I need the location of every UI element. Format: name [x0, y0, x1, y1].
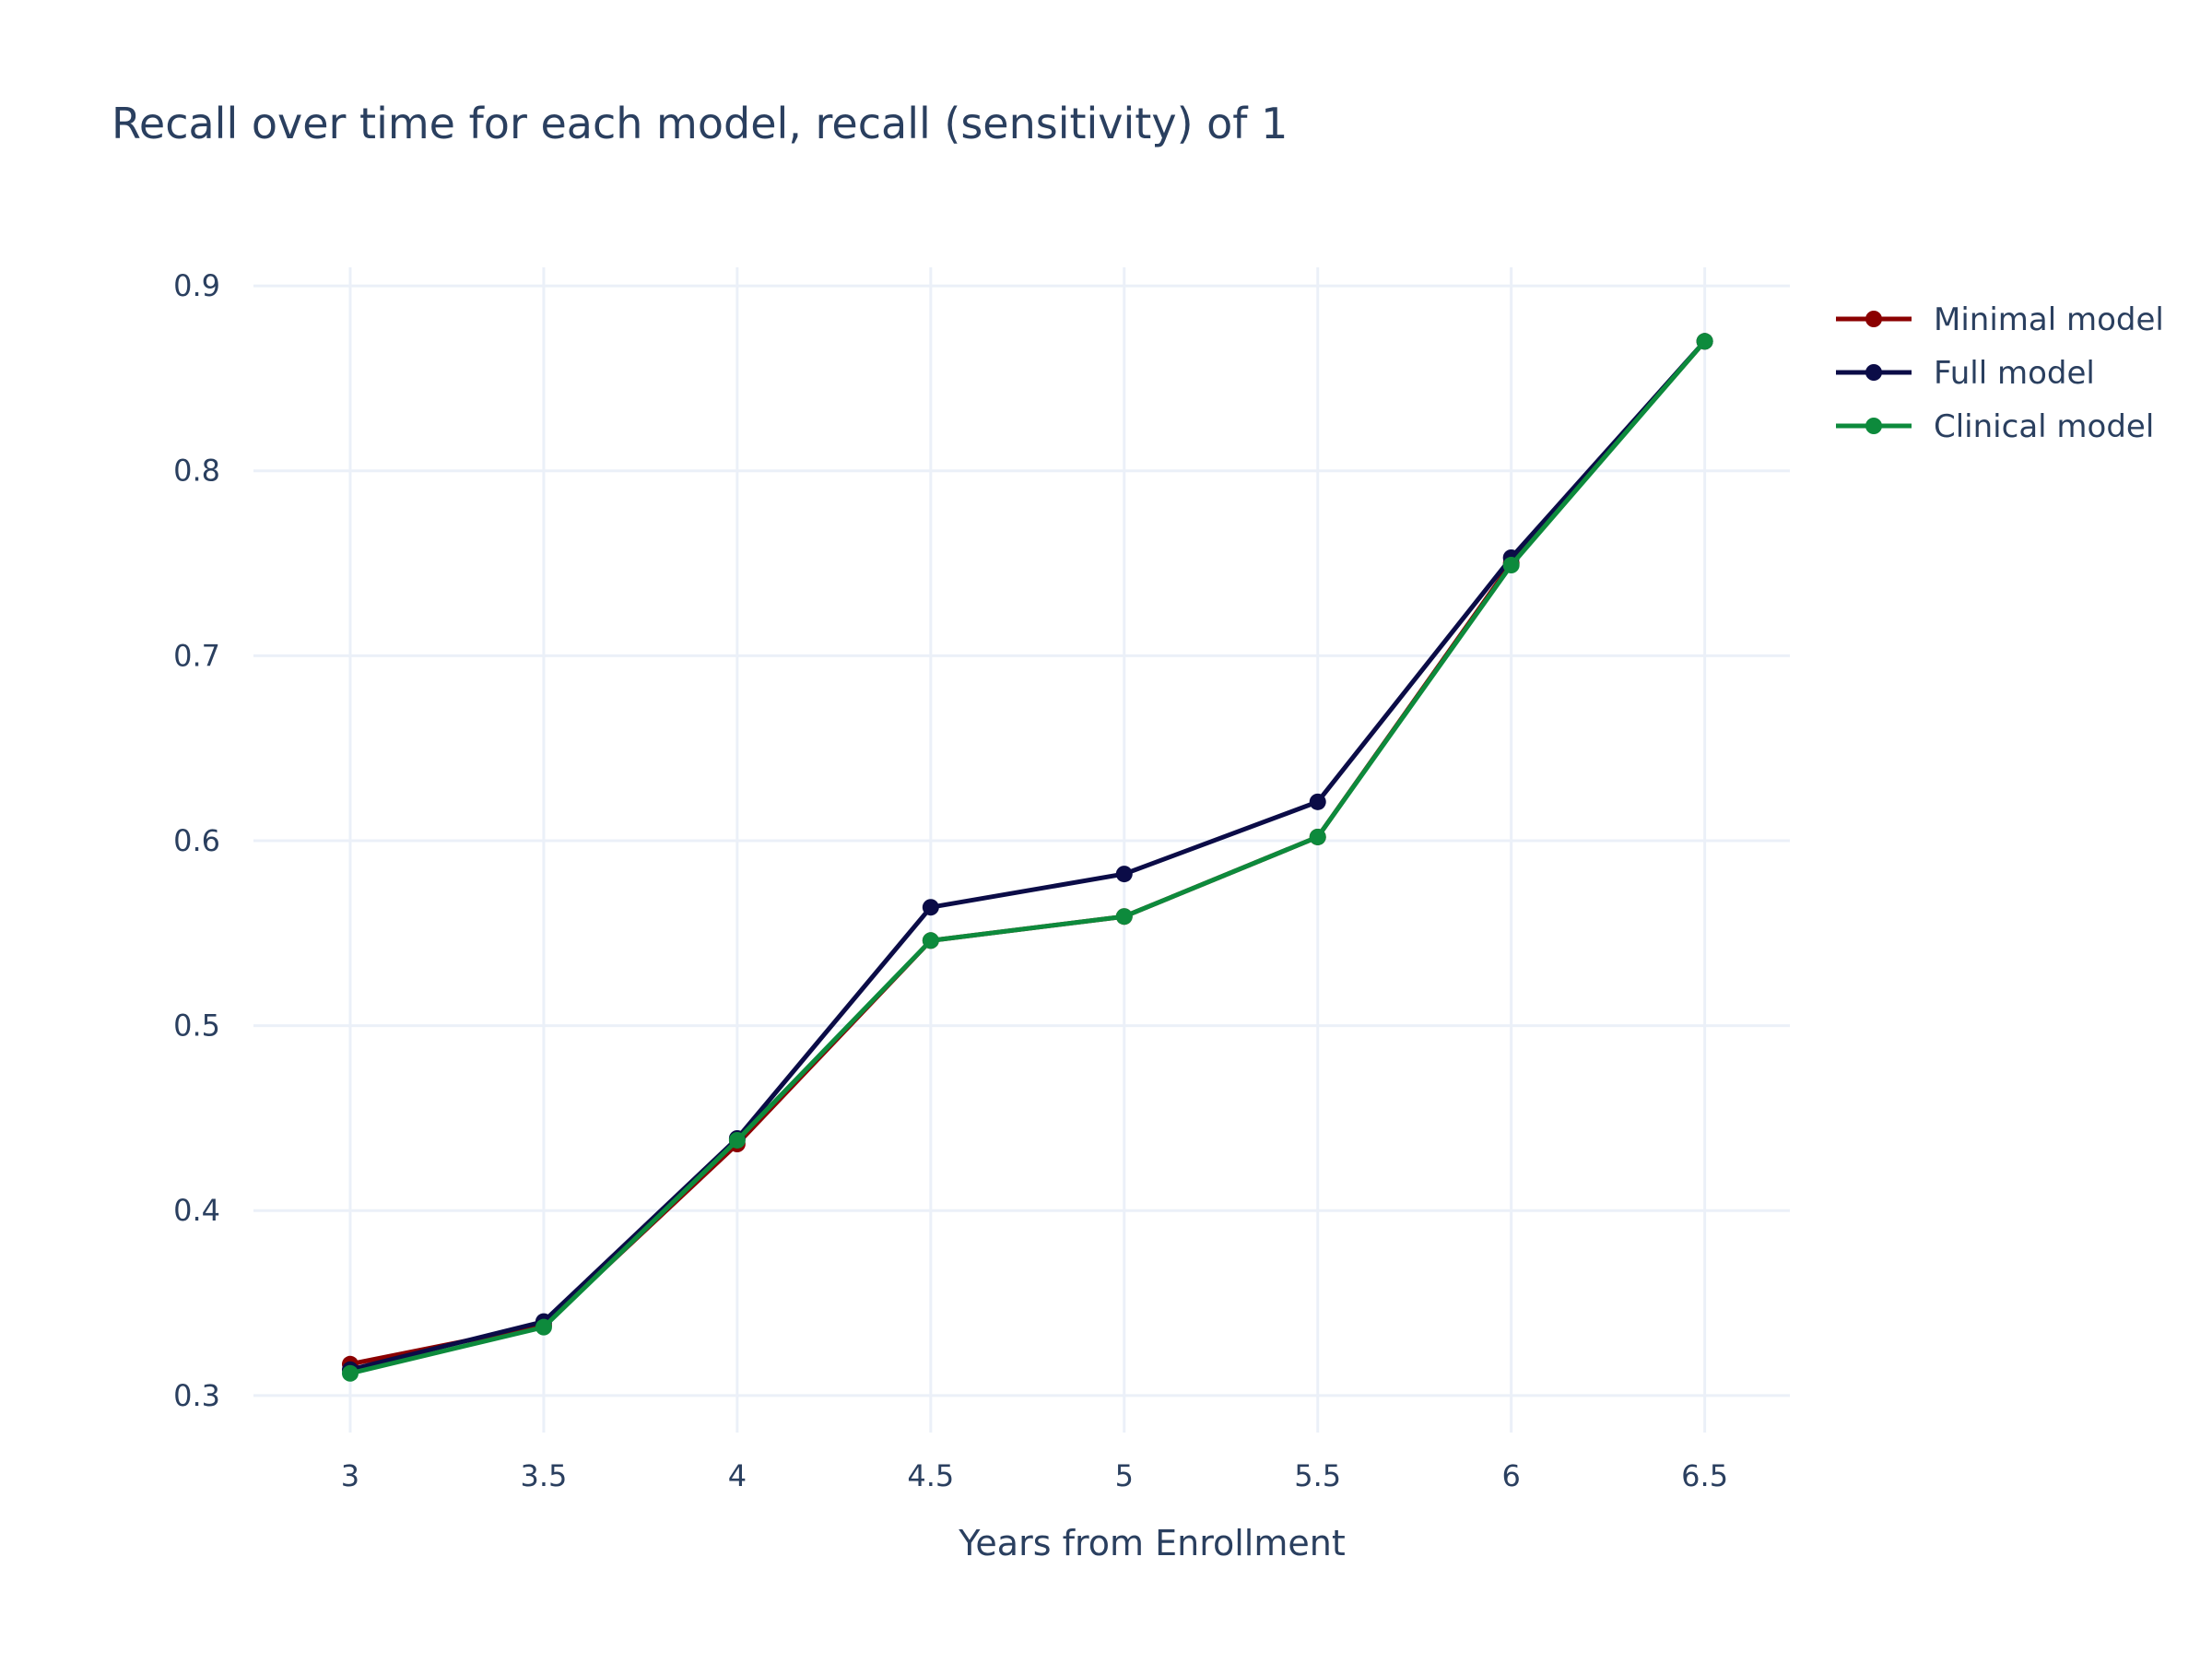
x-tick-label: 5	[1115, 1458, 1134, 1493]
legend-swatch-marker	[1865, 364, 1882, 381]
legend-label: Clinical model	[1934, 408, 2154, 445]
legend-label: Minimal model	[1934, 301, 2164, 338]
x-tick-label: 6.5	[1681, 1458, 1728, 1493]
series-line	[349, 339, 1707, 1373]
y-axis-ticks: 0.3 0.4 0.5 0.6 0.7 0.8 0.9	[173, 268, 220, 1413]
x-tick-label: 4	[728, 1458, 747, 1493]
y-tick-label: 0.7	[173, 638, 220, 673]
legend-item[interactable]: Full model	[1836, 355, 2095, 392]
legend-item[interactable]: Clinical model	[1836, 408, 2154, 445]
data-point	[1115, 866, 1133, 883]
y-tick-label: 0.4	[173, 1193, 220, 1228]
legend-swatch-marker	[1865, 418, 1882, 434]
series-line	[349, 339, 1707, 1376]
x-tick-label: 5.5	[1294, 1458, 1341, 1493]
data-point	[922, 899, 939, 916]
x-axis-ticks: 3 3.5 4 4.5 5 5.5 6 6.5	[341, 1458, 1728, 1493]
y-tick-label: 0.5	[173, 1008, 220, 1044]
data-point	[728, 1131, 746, 1149]
legend-item[interactable]: Minimal model	[1836, 301, 2164, 338]
data-point	[341, 1364, 359, 1382]
series-lines	[341, 333, 1713, 1382]
y-tick-label: 0.6	[173, 823, 220, 858]
legend[interactable]: Minimal model Full model Clinical model	[1836, 301, 2164, 445]
gridlines	[253, 267, 1790, 1433]
data-point	[922, 932, 939, 949]
legend-label: Full model	[1934, 355, 2095, 392]
series-clinical-model	[341, 333, 1713, 1382]
chart-title: Recall over time for each model, recall …	[112, 99, 1288, 148]
y-tick-label: 0.9	[173, 268, 220, 303]
data-point	[1309, 828, 1326, 845]
data-point	[1696, 333, 1713, 350]
x-tick-label: 3.5	[520, 1458, 567, 1493]
x-tick-label: 3	[341, 1458, 359, 1493]
data-point	[1115, 908, 1133, 926]
legend-swatch-marker	[1865, 311, 1882, 327]
x-tick-label: 6	[1501, 1458, 1520, 1493]
x-axis-title: Years from Enrollment	[958, 1523, 1345, 1563]
data-point	[1309, 793, 1326, 810]
data-point	[535, 1318, 552, 1336]
y-tick-label: 0.3	[173, 1378, 220, 1413]
data-point	[1502, 557, 1520, 574]
x-tick-label: 4.5	[907, 1458, 954, 1493]
y-tick-label: 0.8	[173, 454, 220, 489]
